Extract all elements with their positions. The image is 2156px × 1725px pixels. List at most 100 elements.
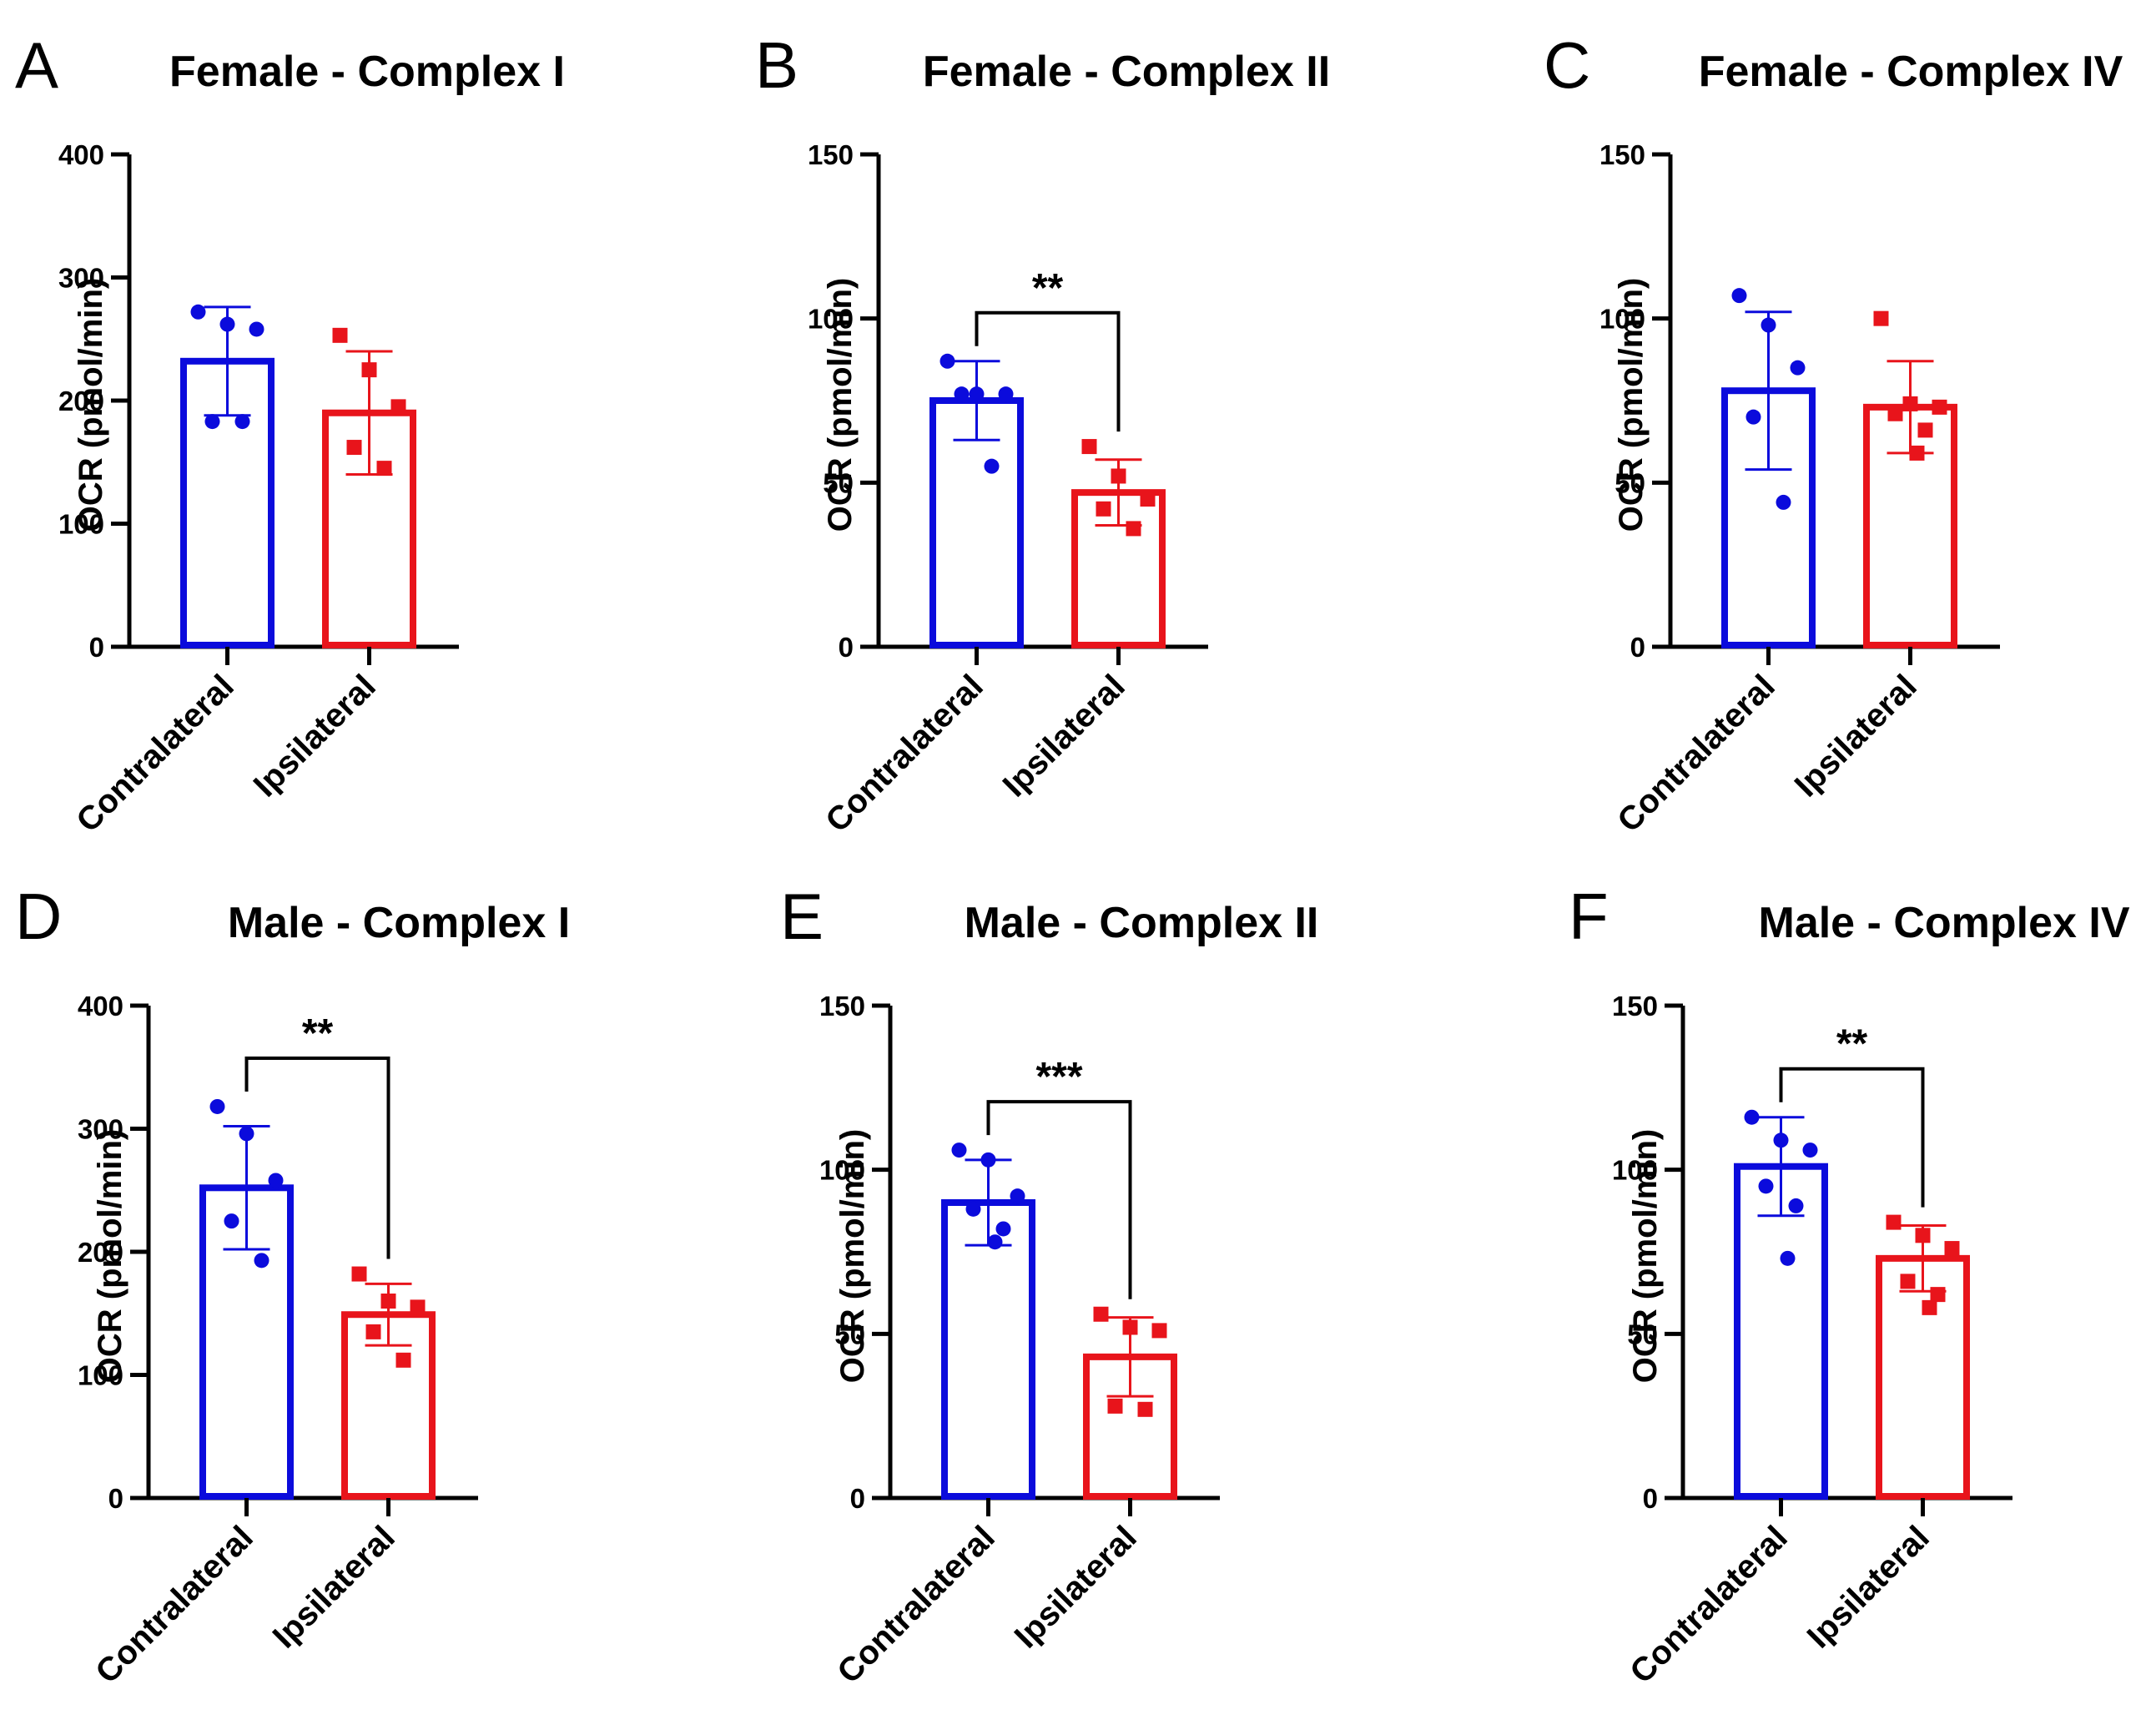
data-point: [1122, 1319, 1138, 1335]
significance-bracket: [986, 1100, 1132, 1299]
y-tick-label: 400: [58, 139, 104, 170]
data-point: [939, 353, 955, 369]
data-point: [954, 386, 970, 402]
y-tick-label: 0: [1630, 632, 1645, 663]
data-point: [1744, 1109, 1760, 1125]
data-point: [268, 1173, 284, 1188]
data-point: [332, 327, 348, 343]
y-tick-label: 50: [834, 1319, 865, 1349]
data-point: [1096, 501, 1111, 517]
y-axis-label: OCR (pmol/min): [92, 1129, 128, 1383]
y-axis-label: OCR (pmol/min): [1613, 278, 1650, 532]
y-tick-label: 50: [823, 467, 854, 498]
data-point: [965, 1201, 981, 1217]
data-point: [376, 461, 392, 477]
data-point: [1802, 1142, 1818, 1158]
data-point: [395, 1352, 411, 1368]
data-point: [351, 1266, 367, 1282]
y-axis-label: OCR (pmol/min): [822, 278, 859, 532]
panel-b: B Female - Complex II OCR (pmol/min) Con…: [755, 28, 1330, 840]
data-point: [1010, 1188, 1025, 1204]
data-point: [1093, 1306, 1109, 1322]
data-point: [1900, 1274, 1916, 1289]
data-point: [190, 304, 206, 320]
data-point: [1758, 1178, 1774, 1194]
data-point: [380, 1294, 396, 1309]
data-point: [1111, 468, 1126, 484]
data-point: [254, 1253, 270, 1269]
data-point: [1151, 1323, 1167, 1339]
y-tick-label: 150: [808, 139, 854, 170]
y-tick-label: 100: [78, 1360, 123, 1391]
data-point: [969, 386, 985, 402]
y-tick-label: 100: [1612, 1155, 1658, 1186]
data-point: [1873, 310, 1889, 326]
panel-a: A Female - Complex I OCR (pmol/min) Cont…: [15, 28, 565, 840]
chart-title: Male - Complex IV: [1759, 899, 2130, 947]
significance-label: **: [1836, 1022, 1868, 1067]
data-point: [1886, 1214, 1902, 1230]
data-point: [1915, 1228, 1931, 1243]
y-tick-label: 200: [78, 1237, 123, 1268]
data-point: [1930, 1287, 1946, 1303]
data-point: [204, 414, 220, 430]
data-point: [346, 440, 362, 456]
x-tick-label-contralateral: Contralateral: [830, 1519, 1002, 1691]
data-point: [361, 362, 377, 378]
data-point: [365, 1324, 381, 1339]
y-tick-label: 50: [1627, 1319, 1658, 1349]
y-tick-label: 300: [78, 1114, 123, 1145]
chart-title: Female - Complex II: [923, 48, 1330, 96]
data-point: [1137, 1401, 1153, 1417]
data-point: [998, 386, 1014, 402]
panel-letter-d: D: [15, 880, 62, 953]
significance-label: **: [302, 1011, 334, 1056]
panel-letter-b: B: [755, 28, 798, 102]
data-point: [1780, 1250, 1796, 1266]
data-point: [1788, 1198, 1804, 1213]
chart-title: Female - Complex I: [169, 48, 565, 96]
panel-letter-e: E: [780, 880, 824, 953]
data-point: [1887, 406, 1903, 421]
x-tick-label-ipsilateral: Ipsilateral: [1788, 668, 1924, 804]
y-tick-label: 100: [819, 1155, 865, 1186]
data-point: [1776, 494, 1791, 510]
data-point: [1790, 360, 1806, 376]
x-tick-label-contralateral: Contralateral: [1610, 668, 1782, 840]
y-tick-label: 100: [58, 509, 104, 540]
significance-label: **: [1032, 266, 1064, 310]
panel-e: E Male - Complex II OCR (pmol/min) Contr…: [780, 880, 1318, 1691]
data-point: [951, 1142, 967, 1158]
data-point: [1745, 409, 1761, 425]
data-point: [1944, 1241, 1960, 1257]
data-point: [1761, 317, 1776, 333]
data-point: [1140, 492, 1156, 507]
data-point: [1909, 445, 1925, 461]
panel-f: F Male - Complex IV OCR (pmol/min) Contr…: [1569, 880, 2130, 1691]
significance-bracket: [975, 310, 1121, 432]
chart-title: Male - Complex I: [228, 899, 570, 947]
data-point: [234, 414, 250, 430]
y-tick-label: 0: [850, 1483, 865, 1514]
x-tick-label-contralateral: Contralateral: [88, 1519, 260, 1691]
y-tick-label: 150: [1599, 139, 1645, 170]
data-point: [1081, 439, 1097, 455]
data-point: [224, 1213, 239, 1229]
y-tick-label: 0: [1643, 1483, 1658, 1514]
data-point: [410, 1299, 426, 1315]
data-point: [1917, 422, 1933, 438]
data-point: [219, 316, 235, 332]
y-tick-label: 50: [1614, 467, 1645, 498]
data-point: [209, 1098, 225, 1114]
chart-title: Male - Complex II: [965, 899, 1319, 947]
panel-letter-a: A: [15, 28, 58, 102]
y-tick-label: 150: [819, 991, 865, 1021]
data-point: [1731, 288, 1747, 304]
y-axis-label: OCR (pmol/min): [73, 278, 109, 532]
x-tick-label-contralateral: Contralateral: [819, 668, 990, 840]
x-tick-label-ipsilateral: Ipsilateral: [1008, 1519, 1144, 1655]
data-point: [1932, 399, 1947, 415]
x-tick-label-contralateral: Contralateral: [69, 668, 241, 840]
y-tick-label: 200: [58, 386, 104, 416]
